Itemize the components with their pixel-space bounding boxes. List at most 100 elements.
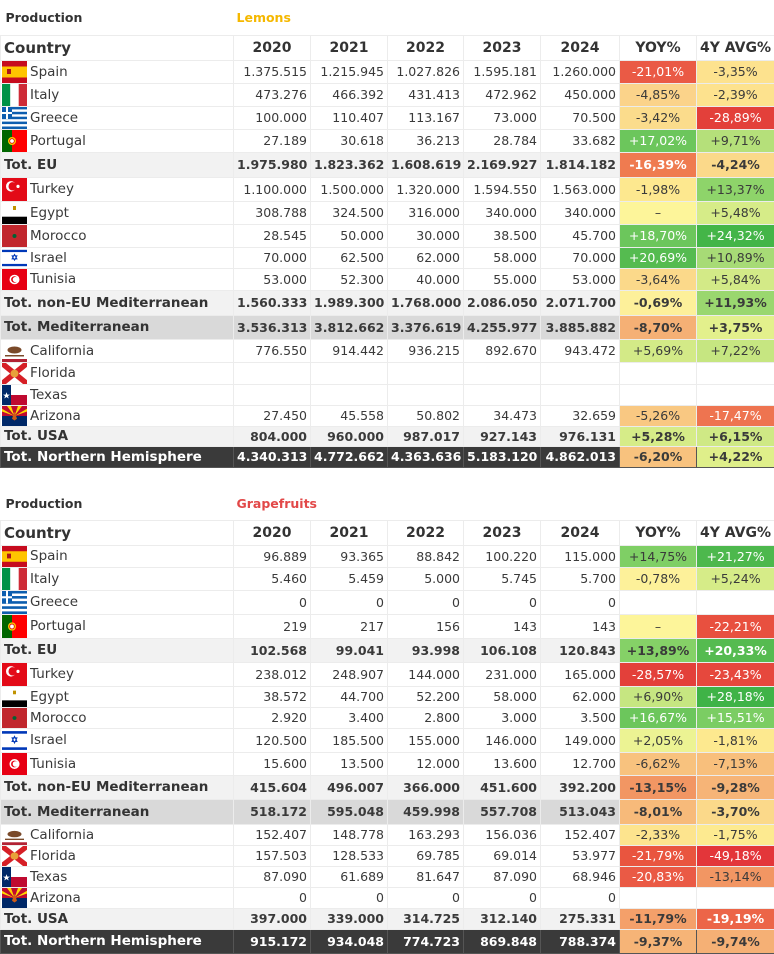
- production-value: 87.090: [234, 866, 311, 887]
- production-value: 943.472: [541, 339, 620, 362]
- california-flag-icon: [2, 825, 27, 845]
- production-value: 100.000: [234, 106, 311, 129]
- production-value: 5.700: [541, 567, 620, 590]
- total-label: Tot. Northern Hemisphere: [1, 446, 234, 467]
- production-value: 1.560.333: [234, 290, 311, 315]
- production-value: [234, 384, 311, 405]
- production-value: 30.000: [388, 224, 464, 247]
- production-value: 804.000: [234, 426, 311, 446]
- avg-percent: -7,13%: [697, 752, 774, 775]
- production-value: 314.725: [388, 908, 464, 929]
- avg-percent: -49,18%: [697, 845, 774, 866]
- production-value: 12.000: [388, 752, 464, 775]
- production-value: 976.131: [541, 426, 620, 446]
- production-value: 62.000: [388, 247, 464, 268]
- production-value: 1.100.000: [234, 177, 311, 201]
- total-label: Tot. Mediterranean: [1, 799, 234, 824]
- production-value: 2.071.700: [541, 290, 620, 315]
- avg-percent: -23,43%: [697, 662, 774, 686]
- production-value: 52.200: [388, 686, 464, 707]
- greece-flag-icon: [2, 591, 27, 614]
- avg-percent: -22,21%: [697, 614, 774, 638]
- production-value: 340.000: [464, 201, 541, 224]
- greece-flag-icon: [2, 107, 27, 129]
- production-value: 324.500: [311, 201, 388, 224]
- production-value: 927.143: [464, 426, 541, 446]
- year-column-header: 2024: [541, 35, 620, 60]
- country-name: Arizona: [30, 890, 81, 906]
- production-value: 557.708: [464, 799, 541, 824]
- production-value: 152.407: [541, 824, 620, 845]
- production-value: 106.108: [464, 638, 541, 662]
- yoy-percent: -1,98%: [620, 177, 697, 201]
- production-value: 36.213: [388, 129, 464, 152]
- production-value: 316.000: [388, 201, 464, 224]
- country-row: Florida: [1, 362, 774, 384]
- production-value: 1.215.945: [311, 60, 388, 83]
- production-value: 102.568: [234, 638, 311, 662]
- yoy-percent: [620, 590, 697, 614]
- production-value: 5.460: [234, 567, 311, 590]
- country-name: Florida: [30, 365, 76, 381]
- texas-flag-icon: [2, 385, 27, 405]
- yoy-percent: -5,26%: [620, 405, 697, 426]
- country-cell: Florida: [1, 362, 234, 384]
- production-value: 53.977: [541, 845, 620, 866]
- avg-percent: -4,24%: [697, 152, 774, 177]
- production-value: 143: [464, 614, 541, 638]
- country-name: Turkey: [30, 181, 74, 197]
- production-value: 28.545: [234, 224, 311, 247]
- production-value: 5.183.120: [464, 446, 541, 467]
- yoy-percent: -3,64%: [620, 268, 697, 290]
- production-value: 397.000: [234, 908, 311, 929]
- production-value: 1.594.550: [464, 177, 541, 201]
- production-value: [311, 384, 388, 405]
- yoy-percent: +14,75%: [620, 545, 697, 567]
- country-name: Florida: [30, 848, 76, 864]
- yoy-percent: –: [620, 614, 697, 638]
- production-value: 3.000: [464, 707, 541, 728]
- year-column-header: 2021: [311, 520, 388, 545]
- production-value: 339.000: [311, 908, 388, 929]
- portugal-flag-icon: [2, 615, 27, 638]
- production-value: 217: [311, 614, 388, 638]
- country-name: Italy: [30, 87, 59, 103]
- country-cell: California: [1, 339, 234, 362]
- production-value: 4.255.977: [464, 315, 541, 339]
- country-cell: Tunisia: [1, 268, 234, 290]
- production-value: 27.189: [234, 129, 311, 152]
- production-value: 62.000: [541, 686, 620, 707]
- yoy-percent: +18,70%: [620, 224, 697, 247]
- production-value: 70.000: [541, 247, 620, 268]
- production-value: 1.989.300: [311, 290, 388, 315]
- avg-percent: -13,14%: [697, 866, 774, 887]
- production-value: 99.041: [311, 638, 388, 662]
- avg-percent: +4,22%: [697, 446, 774, 467]
- country-name: Tunisia: [30, 271, 76, 287]
- yoy-percent: -9,37%: [620, 929, 697, 953]
- yoy-column-header: YOY%: [620, 520, 697, 545]
- egypt-flag-icon: [2, 687, 27, 707]
- florida-flag-icon: [2, 846, 27, 866]
- production-value: 73.000: [464, 106, 541, 129]
- florida-flag-icon: [2, 363, 27, 384]
- year-column-header: 2022: [388, 520, 464, 545]
- production-value: 431.413: [388, 83, 464, 106]
- yoy-percent: -16,39%: [620, 152, 697, 177]
- production-value: 165.000: [541, 662, 620, 686]
- production-value: 157.503: [234, 845, 311, 866]
- production-value: 87.090: [464, 866, 541, 887]
- country-cell: Portugal: [1, 129, 234, 152]
- production-value: 987.017: [388, 426, 464, 446]
- production-value: 4.363.636: [388, 446, 464, 467]
- production-value: 52.300: [311, 268, 388, 290]
- production-value: 595.048: [311, 799, 388, 824]
- avg-percent: +13,37%: [697, 177, 774, 201]
- yoy-percent: +5,28%: [620, 426, 697, 446]
